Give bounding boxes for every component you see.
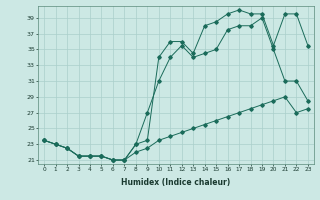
X-axis label: Humidex (Indice chaleur): Humidex (Indice chaleur) [121, 178, 231, 187]
